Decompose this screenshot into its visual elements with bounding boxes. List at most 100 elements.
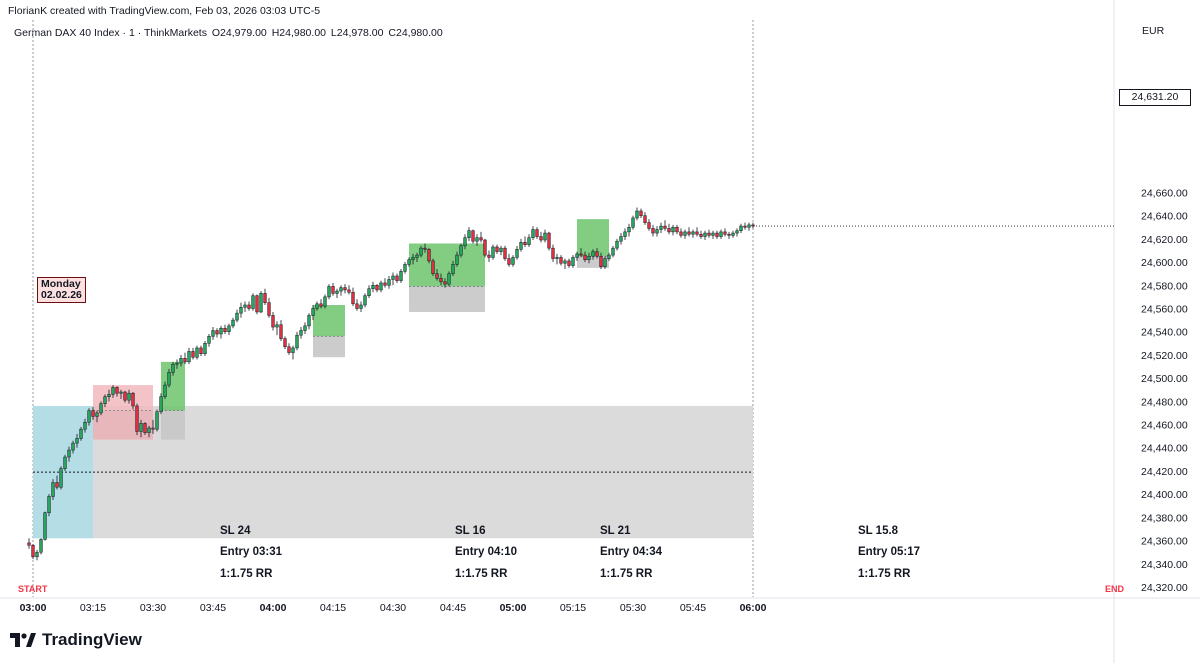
candle-down: [255, 295, 259, 313]
long-stop-zone[interactable]: [161, 410, 185, 440]
candle-up: [171, 363, 175, 373]
candle-up: [275, 324, 279, 328]
price-tick-label: 24,560.00: [1141, 303, 1188, 315]
tradingview-logo[interactable]: TradingView: [10, 630, 142, 650]
time-tick-label: 04:15: [320, 602, 346, 614]
candle-up: [79, 428, 83, 439]
candle-up: [239, 307, 243, 314]
long-stop-zone[interactable]: [409, 286, 485, 312]
time-tick-label: 04:30: [380, 602, 406, 614]
candle-up: [631, 217, 635, 228]
price-tick-label: 24,640.00: [1141, 211, 1188, 223]
ohlc-high: H24,980.00: [271, 27, 326, 39]
trade-entry-label: Entry 03:31: [220, 546, 283, 558]
candle-up: [127, 392, 131, 401]
candle-up: [499, 247, 503, 252]
candle-down: [439, 278, 443, 283]
time-tick-label: 03:15: [80, 602, 106, 614]
candle-up: [587, 256, 591, 260]
long-target-zone[interactable]: [313, 304, 345, 337]
price-tick-label: 24,460.00: [1141, 420, 1188, 432]
candle-up: [291, 347, 295, 353]
long-stop-zone[interactable]: [313, 336, 345, 358]
candle-up: [491, 246, 495, 258]
candle-down: [567, 260, 571, 266]
candle-up: [467, 230, 471, 238]
price-tick-label: 24,660.00: [1141, 187, 1188, 199]
trade-sl-label: SL 21: [600, 525, 631, 537]
candle-down: [583, 254, 587, 260]
candle-down: [547, 232, 551, 249]
candle-down: [479, 237, 483, 241]
candle-down: [551, 247, 555, 259]
candle-up: [731, 232, 735, 236]
candle-up: [575, 253, 579, 258]
price-tick-label: 24,380.00: [1141, 512, 1188, 524]
candle-down: [483, 239, 487, 256]
candle-down: [707, 232, 711, 236]
ohlc-open: O24,979.00: [211, 27, 267, 39]
candle-up: [447, 273, 451, 285]
candle-up: [627, 226, 631, 233]
time-tick-label: 04:45: [440, 602, 466, 614]
candle-up: [59, 468, 63, 488]
candle-down: [715, 232, 719, 237]
time-tick-label: 03:45: [200, 602, 226, 614]
candle-up: [87, 410, 91, 423]
candle-up: [711, 232, 715, 236]
candle-up: [555, 257, 559, 259]
candle-down: [151, 427, 155, 430]
candle-down: [55, 482, 59, 488]
candle-down: [271, 315, 275, 328]
candle-down: [667, 228, 671, 233]
candle-up: [463, 237, 467, 247]
price-tick-label: 24,580.00: [1141, 280, 1188, 292]
trade-rr-label: 1:1.75 RR: [858, 568, 911, 580]
short-stop-zone[interactable]: [93, 385, 153, 411]
candle-up: [63, 456, 67, 469]
candle-down: [643, 215, 647, 223]
session-start-label: START: [18, 584, 48, 594]
trade-rr-label: 1:1.75 RR: [600, 568, 653, 580]
candle-up: [67, 449, 71, 458]
candle-down: [223, 327, 227, 332]
time-tick-label: 06:00: [740, 602, 767, 614]
candle-up: [295, 334, 299, 349]
ohlc-low: L24,978.00: [330, 27, 384, 39]
candle-up: [211, 330, 215, 337]
price-tick-label: 24,620.00: [1141, 234, 1188, 246]
trade-entry-label: Entry 05:17: [858, 546, 920, 558]
tradingview-logo-text: TradingView: [42, 630, 142, 649]
time-tick-label: 04:00: [260, 602, 287, 614]
trade-sl-label: SL 16: [455, 525, 485, 537]
trade-rr-label: 1:1.75 RR: [220, 568, 273, 580]
candle-down: [183, 358, 187, 363]
candle-up: [47, 496, 51, 513]
candle-up: [367, 288, 371, 296]
candle-down: [279, 324, 283, 339]
price-tick-label: 24,420.00: [1141, 466, 1188, 478]
time-tick-label: 03:00: [20, 602, 47, 614]
symbol-legend[interactable]: German DAX 40 Index · 1 · ThinkMarkets O…: [14, 27, 445, 39]
candle-up: [83, 421, 87, 430]
candle-up: [619, 236, 623, 242]
short-target-zone[interactable]: [93, 410, 153, 440]
candle-down: [191, 351, 195, 358]
candle-up: [391, 275, 395, 280]
candle-up: [43, 512, 47, 540]
candle-up: [107, 394, 111, 397]
candle-up: [527, 237, 531, 245]
candle-down: [123, 391, 127, 401]
candle-down: [331, 286, 335, 294]
time-tick-label: 05:45: [680, 602, 706, 614]
candle-up: [175, 362, 179, 365]
long-stop-zone[interactable]: [577, 256, 609, 268]
date-badge-date: 02.02.26: [41, 289, 82, 301]
candle-up: [167, 372, 171, 386]
candle-up: [231, 319, 235, 327]
candle-down: [559, 257, 563, 264]
candle-down: [135, 405, 139, 432]
candle-down: [539, 236, 543, 241]
candle-up: [379, 282, 383, 291]
